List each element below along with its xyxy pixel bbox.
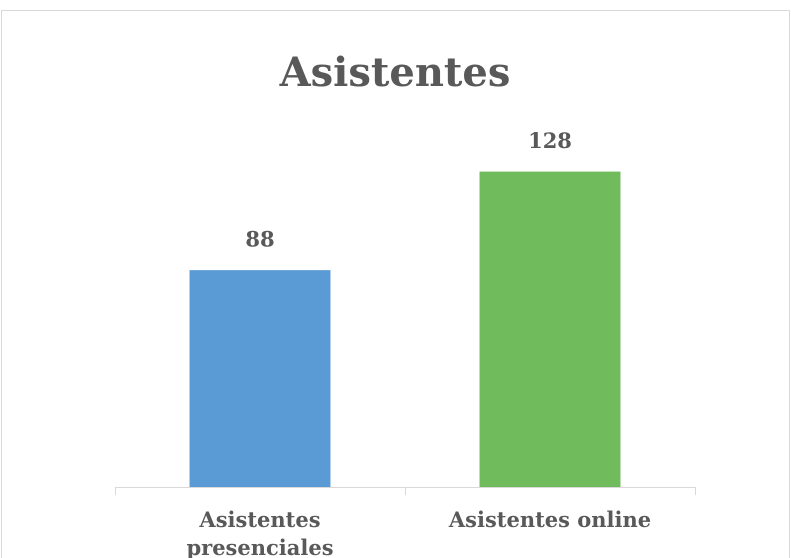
- chart-frame: [1, 10, 790, 558]
- bar: [189, 270, 331, 487]
- bar: [479, 171, 621, 488]
- data-label: 88: [245, 227, 274, 252]
- data-label: 128: [528, 128, 572, 153]
- x-tick-label: Asistentes presenciales: [186, 507, 334, 558]
- x-tick-label: Asistentes online: [448, 507, 652, 532]
- chart-title: Asistentes: [279, 49, 511, 96]
